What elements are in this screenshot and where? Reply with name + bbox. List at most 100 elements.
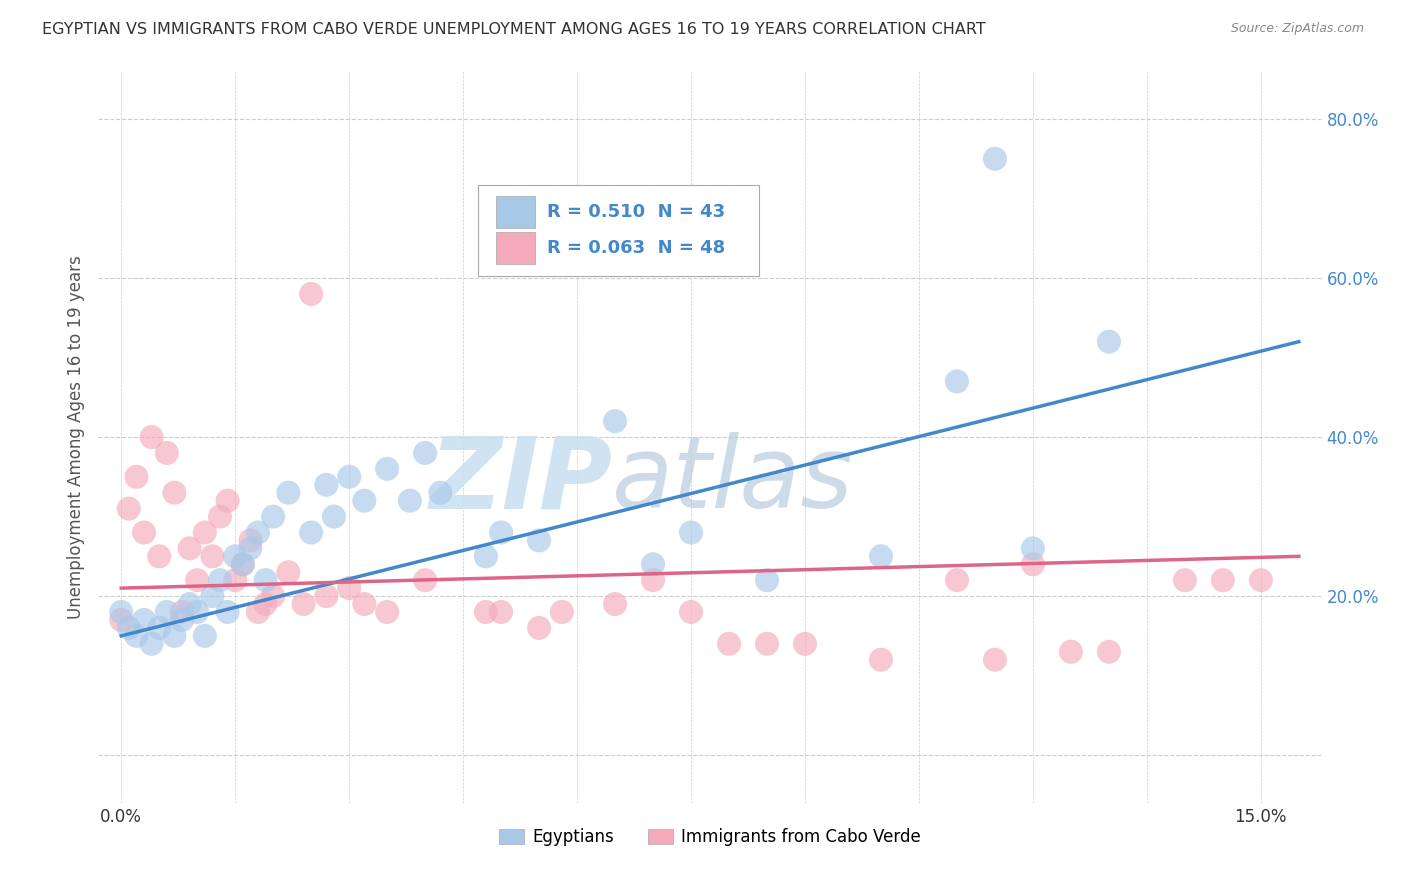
Point [232,558,254,572]
Text: atlas: atlas [612,433,853,530]
Point [399,493,422,508]
Point [110,613,132,627]
Point [489,525,512,540]
Point [179,541,201,556]
Point [1022,541,1045,556]
Point [232,558,254,572]
Point [292,597,315,611]
Point [246,525,269,540]
Point [475,605,498,619]
Point [641,558,664,572]
Point [239,541,262,556]
Point [110,605,132,619]
Point [141,430,163,444]
Point [1098,334,1121,349]
Y-axis label: Unemployment Among Ages 16 to 19 years: Unemployment Among Ages 16 to 19 years [66,255,84,619]
Point [125,470,148,484]
Point [756,637,779,651]
Point [1098,645,1121,659]
Point [299,287,322,301]
Point [375,605,398,619]
Text: R = 0.063  N = 48: R = 0.063 N = 48 [547,239,725,258]
Point [315,589,337,603]
Point [132,613,155,627]
Point [224,573,246,587]
Point [1250,573,1272,587]
Point [194,629,217,643]
Point [603,414,626,428]
Point [315,477,337,491]
Point [208,509,231,524]
FancyBboxPatch shape [496,232,536,264]
Point [125,629,148,643]
Point [527,533,550,548]
Point [262,509,284,524]
Point [239,533,262,548]
Point [299,525,322,540]
Point [679,605,702,619]
Point [201,549,224,564]
Text: Source: ZipAtlas.com: Source: ZipAtlas.com [1230,22,1364,36]
Point [217,493,239,508]
Point [756,573,779,587]
Point [794,637,817,651]
Point [375,462,398,476]
Point [1060,645,1083,659]
Point [170,605,193,619]
Point [413,446,436,460]
Point [246,605,269,619]
Point [156,446,179,460]
Point [1022,558,1045,572]
Point [194,525,217,540]
Text: ZIP: ZIP [429,433,612,530]
Point [118,621,141,635]
Point [946,375,969,389]
Point [353,597,375,611]
Point [156,605,179,619]
Point [429,485,451,500]
Point [118,501,141,516]
Point [337,470,360,484]
Point [163,629,186,643]
Point [132,525,155,540]
Point [413,573,436,587]
Point [170,613,193,627]
Point [353,493,375,508]
Point [1174,573,1197,587]
Point [254,597,277,611]
Point [946,573,969,587]
Point [984,152,1007,166]
Point [1212,573,1234,587]
Point [186,605,208,619]
Point [224,549,246,564]
Point [475,549,498,564]
Legend: Egyptians, Immigrants from Cabo Verde: Egyptians, Immigrants from Cabo Verde [492,822,928,853]
Point [148,621,170,635]
Point [527,621,550,635]
Point [163,485,186,500]
Point [262,589,284,603]
Point [277,485,299,500]
FancyBboxPatch shape [478,185,759,277]
Point [984,653,1007,667]
Point [217,605,239,619]
Point [489,605,512,619]
Point [641,573,664,587]
Point [179,597,201,611]
Point [208,573,231,587]
Point [254,573,277,587]
Point [148,549,170,564]
Point [551,605,574,619]
Point [337,581,360,595]
Text: R = 0.510  N = 43: R = 0.510 N = 43 [547,202,725,221]
Point [718,637,741,651]
Point [603,597,626,611]
Point [323,509,346,524]
Text: EGYPTIAN VS IMMIGRANTS FROM CABO VERDE UNEMPLOYMENT AMONG AGES 16 TO 19 YEARS CO: EGYPTIAN VS IMMIGRANTS FROM CABO VERDE U… [42,22,986,37]
Point [679,525,702,540]
Point [870,549,893,564]
FancyBboxPatch shape [496,195,536,227]
Point [277,566,299,580]
Point [870,653,893,667]
Point [141,637,163,651]
